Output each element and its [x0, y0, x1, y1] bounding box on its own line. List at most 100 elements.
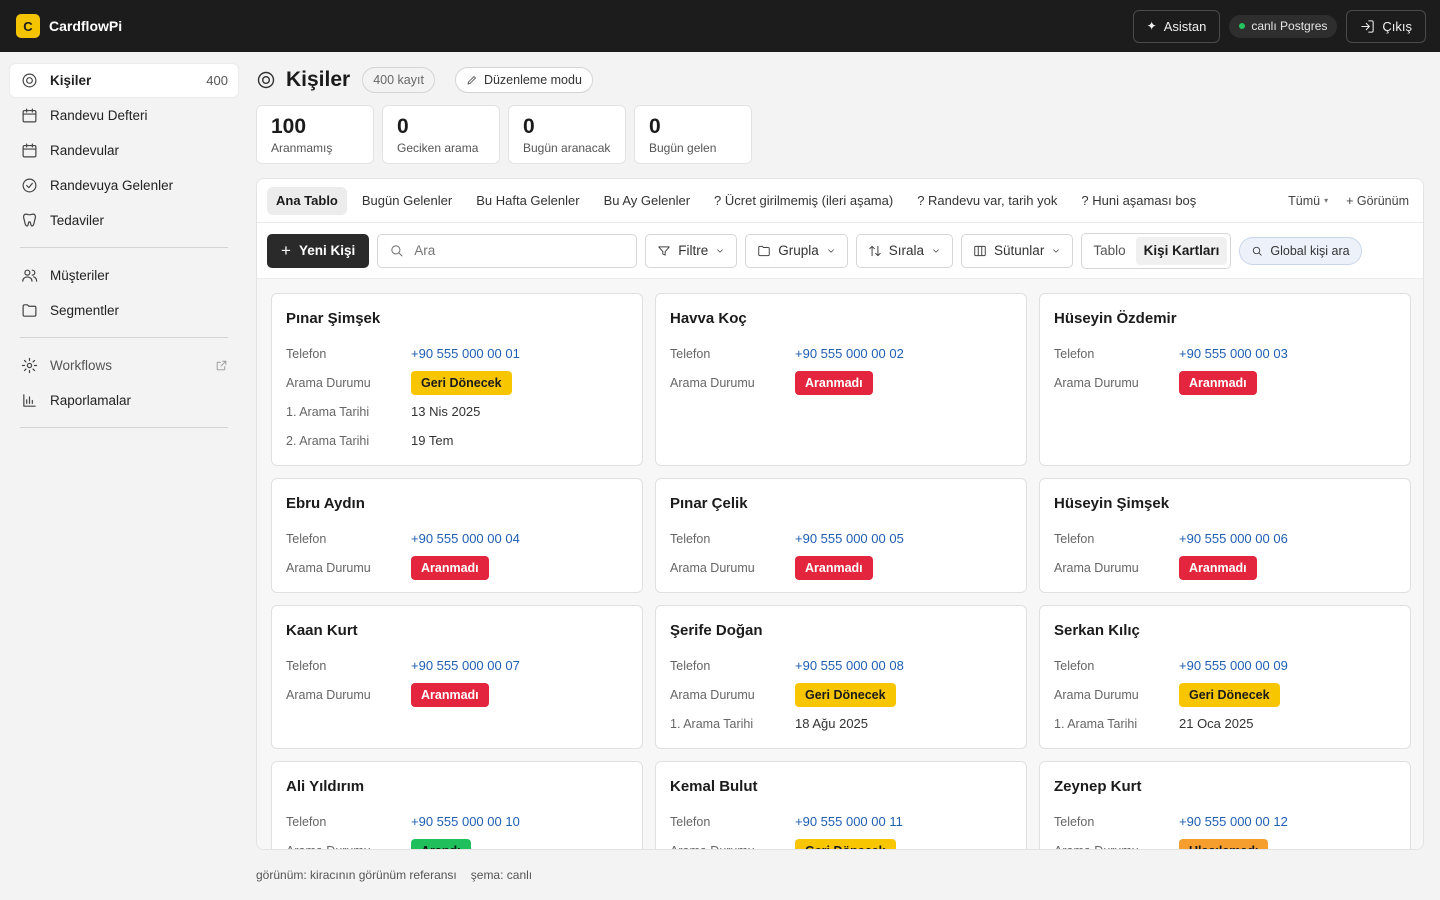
- chevron-down-icon: [1053, 248, 1060, 253]
- status-badge[interactable]: Aranmadı: [1179, 555, 1257, 580]
- person-name[interactable]: Hüseyin Özdemir: [1054, 310, 1177, 327]
- person-card[interactable]: Hüseyin Şimşek Telefon +90 555 000 00 06 Ar…: [1039, 478, 1411, 593]
- person-card[interactable]: Serkan Kılıç Telefon +90 555 000 00 09 Aram…: [1039, 605, 1411, 749]
- status-row: Arama Durumu Aranmadı: [1054, 368, 1396, 397]
- stat-card[interactable]: 0 Geciken arama: [382, 105, 500, 164]
- person-card[interactable]: Ebru Aydın Telefon +90 555 000 00 04 Arama …: [271, 478, 643, 593]
- person-name[interactable]: Havva Koç: [670, 310, 747, 327]
- sidebar-item-label: Kişiler: [50, 73, 92, 88]
- sidebar-item-randevular[interactable]: Randevular: [10, 134, 238, 167]
- person-card[interactable]: Hüseyin Özdemir Telefon +90 555 000 00 03 A…: [1039, 293, 1411, 466]
- sidebar-item-workflows[interactable]: Workflows: [10, 349, 238, 382]
- tab-ana-tablo[interactable]: Ana Tablo: [267, 186, 347, 215]
- person-name[interactable]: Ali Yıldırım: [286, 778, 365, 795]
- view-cards-option[interactable]: Kişi Kartları: [1135, 236, 1228, 265]
- person-card[interactable]: Pınar Şimşek Telefon +90 555 000 00 01 Aram…: [271, 293, 643, 466]
- tab-bu-ay-gelenler[interactable]: Bu Ay Gelenler: [603, 193, 691, 208]
- status-row: Arama Durumu Aranmadı: [1054, 553, 1396, 582]
- status-badge[interactable]: Aranmadı: [1179, 370, 1257, 395]
- sidebar-item-musteriler[interactable]: Müşteriler: [10, 259, 238, 292]
- field-label: Arama Durumu: [670, 844, 795, 850]
- phone-link[interactable]: +90 555 000 00 04: [411, 531, 520, 546]
- status-badge[interactable]: Aranmadı: [795, 555, 873, 580]
- status-badge[interactable]: Aranmadı: [411, 555, 489, 580]
- folder-icon: [20, 302, 38, 320]
- person-card[interactable]: Pınar Çelik Telefon +90 555 000 00 05 Arama…: [655, 478, 1027, 593]
- tab-bugun-gelenler[interactable]: Bugün Gelenler: [361, 193, 453, 208]
- stat-label: Geciken arama: [397, 141, 479, 155]
- person-name[interactable]: Ebru Aydın: [286, 495, 365, 512]
- all-views-dropdown[interactable]: Tümü ▾: [1284, 194, 1332, 208]
- phone-link[interactable]: +90 555 000 00 09: [1179, 658, 1288, 673]
- phone-link[interactable]: +90 555 000 00 10: [411, 814, 520, 829]
- phone-link[interactable]: +90 555 000 00 02: [795, 346, 904, 361]
- logout-label: Çıkış: [1382, 18, 1412, 34]
- person-name[interactable]: Kaan Kurt: [286, 622, 358, 639]
- sidebar: Kişiler 400 Randevu Defteri Randevular R…: [0, 52, 248, 900]
- phone-link[interactable]: +90 555 000 00 03: [1179, 346, 1288, 361]
- stat-card[interactable]: 100 Aranmamış: [256, 105, 374, 164]
- person-card[interactable]: Havva Koç Telefon +90 555 000 00 02 Arama D…: [655, 293, 1027, 466]
- app-logo[interactable]: C: [16, 14, 40, 38]
- app-name[interactable]: CardflowPi: [49, 18, 123, 34]
- phone-link[interactable]: +90 555 000 00 01: [411, 346, 520, 361]
- record-count-badge: 400 kayıt: [362, 67, 435, 93]
- status-row: Arama Durumu Aranmadı: [286, 680, 628, 709]
- filter-button[interactable]: Filtre: [645, 233, 738, 268]
- sidebar-item-raporlamalar[interactable]: Raporlamalar: [10, 384, 238, 417]
- tab-bu-hafta-gelenler[interactable]: Bu Hafta Gelenler: [476, 193, 580, 208]
- sidebar-item-tedaviler[interactable]: Tedaviler: [10, 204, 238, 237]
- person-card[interactable]: Kemal Bulut Telefon +90 555 000 00 11 Arama…: [655, 761, 1027, 850]
- assistant-button[interactable]: ✦ Asistan: [1132, 9, 1221, 43]
- sidebar-item-label: Randevuya Gelenler: [50, 178, 174, 193]
- status-badge[interactable]: Ulaşılamadı: [1179, 838, 1269, 849]
- sidebar-divider: [20, 337, 228, 338]
- field-label: Telefon: [286, 346, 327, 361]
- person-name[interactable]: Şerife Doğan: [670, 622, 763, 639]
- search-input[interactable]: [414, 243, 615, 258]
- stat-card[interactable]: 0 Bugün aranacak: [508, 105, 626, 164]
- sidebar-item-segmentler[interactable]: Segmentler: [10, 294, 238, 327]
- tab-ucret-girilmemis[interactable]: ? Ücret girilmemiş (ileri aşama): [714, 193, 894, 208]
- status-badge[interactable]: Aranmadı: [411, 682, 489, 707]
- person-name[interactable]: Serkan Kılıç: [1054, 622, 1140, 639]
- group-button[interactable]: Grupla: [745, 233, 848, 268]
- phone-link[interactable]: +90 555 000 00 11: [795, 814, 903, 829]
- global-search-button[interactable]: Global kişi ara: [1239, 236, 1362, 265]
- person-name[interactable]: Pınar Şimşek: [286, 310, 381, 327]
- sidebar-item-randevu-defteri[interactable]: Randevu Defteri: [10, 99, 238, 132]
- edit-mode-button[interactable]: Düzenleme modu: [454, 67, 593, 93]
- sort-button[interactable]: Sırala: [855, 233, 954, 268]
- person-name[interactable]: Zeynep Kurt: [1054, 778, 1142, 795]
- phone-link[interactable]: +90 555 000 00 06: [1179, 531, 1288, 546]
- status-badge[interactable]: Geri Dönecek: [795, 682, 896, 707]
- status-badge[interactable]: Arandı: [411, 838, 471, 849]
- phone-link[interactable]: +90 555 000 00 05: [795, 531, 904, 546]
- add-view-button[interactable]: + Görünüm: [1346, 193, 1409, 208]
- phone-link[interactable]: +90 555 000 00 12: [1179, 814, 1288, 829]
- phone-link[interactable]: +90 555 000 00 07: [411, 658, 520, 673]
- person-card[interactable]: Zeynep Kurt Telefon +90 555 000 00 12 Arama…: [1039, 761, 1411, 849]
- phone-link[interactable]: +90 555 000 00 08: [795, 658, 904, 673]
- columns-button[interactable]: Sütunlar: [961, 233, 1074, 268]
- person-card[interactable]: Ali Yıldırım Telefon +90 555 000 00 10 Aram…: [271, 761, 643, 849]
- tab-randevu-tarih-yok[interactable]: ? Randevu var, tarih yok: [917, 193, 1058, 208]
- view-tabs: Ana Tablo Bugün Gelenler Bu Hafta Gelenl…: [257, 179, 1423, 223]
- sidebar-item-randevuya-gelenler[interactable]: Randevuya Gelenler: [10, 169, 238, 202]
- status-badge[interactable]: Geri Dönecek: [411, 370, 512, 395]
- status-badge[interactable]: Aranmadı: [795, 370, 873, 395]
- logout-button[interactable]: Çıkış: [1346, 9, 1426, 43]
- person-card[interactable]: Kaan Kurt Telefon +90 555 000 00 07 Arama D…: [271, 605, 643, 749]
- field-label: Telefon: [286, 814, 327, 829]
- person-card[interactable]: Şerife Doğan Telefon +90 555 000 00 08 Aram…: [655, 605, 1027, 749]
- stat-card[interactable]: 0 Bugün gelen: [634, 105, 752, 164]
- view-table-option[interactable]: Tablo: [1093, 243, 1126, 258]
- person-name[interactable]: Hüseyin Şimşek: [1054, 495, 1170, 512]
- person-name[interactable]: Kemal Bulut: [670, 778, 758, 795]
- status-badge[interactable]: Geri Dönecek: [1179, 682, 1280, 707]
- tab-huni-asamasi-bos[interactable]: ? Huni aşaması boş: [1081, 193, 1197, 208]
- new-person-button[interactable]: + Yeni Kişi: [267, 233, 370, 268]
- status-badge[interactable]: Geri Dönecek: [795, 838, 896, 849]
- sidebar-item-kisiler[interactable]: Kişiler 400: [10, 64, 238, 97]
- person-name[interactable]: Pınar Çelik: [670, 495, 748, 512]
